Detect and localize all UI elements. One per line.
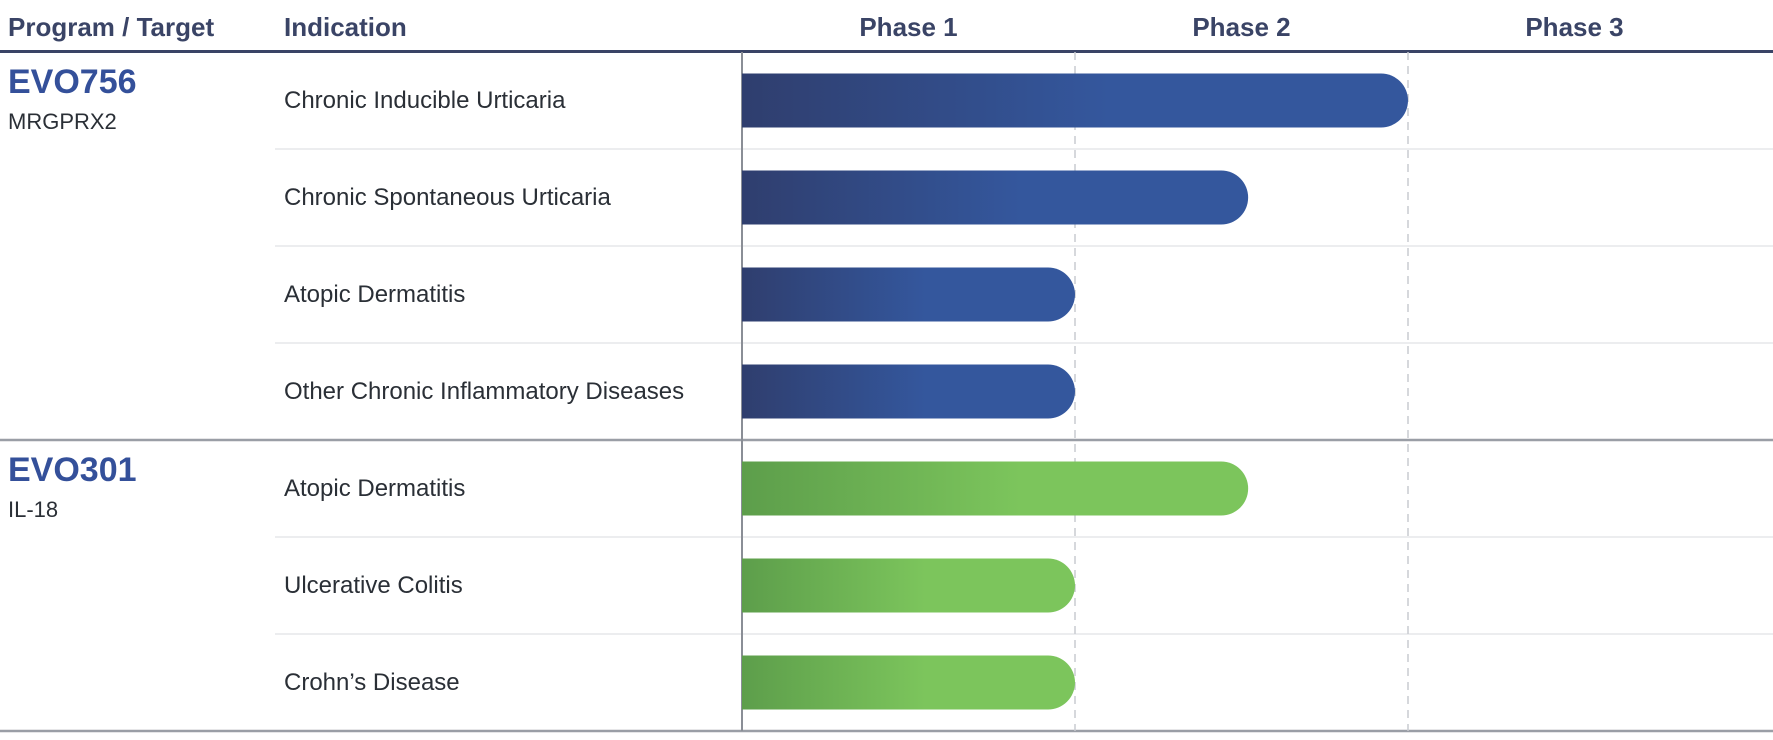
indication-ulcerative-colitis: Ulcerative Colitis — [284, 572, 463, 599]
bar-evo756-atopic-dermatitis — [742, 267, 1075, 322]
bar-evo301-atopic-dermatitis — [742, 461, 1249, 516]
bar-evo756-chronic-spontaneous-urticaria — [742, 170, 1249, 225]
bar-evo756-other-chronic-inflammatory-diseases — [742, 364, 1075, 419]
header-phase-3: Phase 3 — [1525, 12, 1624, 42]
bar-evo301-ulcerative-colitis — [742, 558, 1075, 613]
header-phase-1: Phase 1 — [859, 12, 958, 42]
indication-crohns-disease: Crohn’s Disease — [284, 669, 460, 696]
header-indication: Indication — [284, 12, 407, 42]
header-rule — [0, 50, 1773, 53]
indication-atopic-dermatitis-evo756: Atopic Dermatitis — [284, 281, 466, 308]
header-phase-2: Phase 2 — [1192, 12, 1291, 42]
program-target-mrgprx2: MRGPRX2 — [8, 109, 117, 134]
indication-atopic-dermatitis-evo301: Atopic Dermatitis — [284, 475, 466, 502]
program-name-evo301: EVO301 — [8, 451, 137, 489]
program-target-il18: IL-18 — [8, 497, 59, 522]
program-name-evo756: EVO756 — [8, 63, 137, 101]
bar-evo756-chronic-inducible-urticaria — [742, 73, 1408, 128]
bar-evo301-crohn-s-disease — [742, 655, 1075, 710]
indication-other-chronic-inflammatory: Other Chronic Inflammatory Diseases — [284, 378, 685, 405]
indication-chronic-spontaneous-urticaria: Chronic Spontaneous Urticaria — [284, 184, 611, 211]
indication-chronic-inducible-urticaria: Chronic Inducible Urticaria — [284, 87, 566, 114]
header-program-target: Program / Target — [8, 12, 215, 42]
